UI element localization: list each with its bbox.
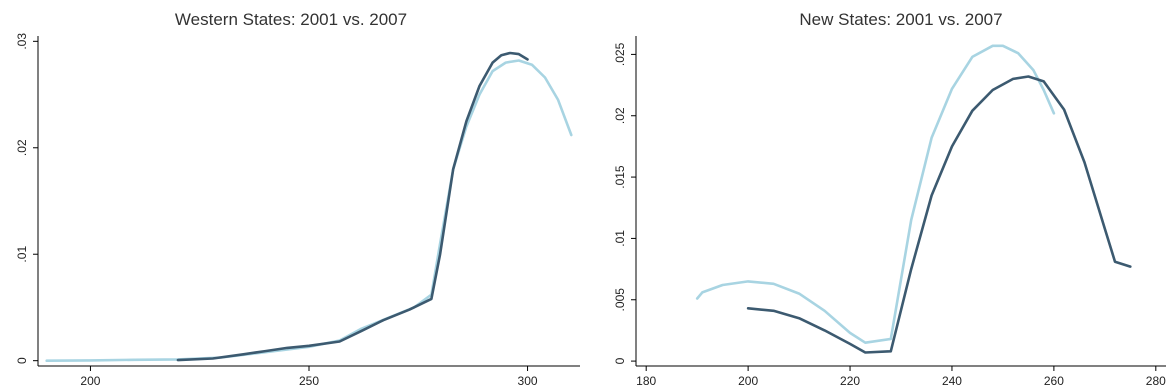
y-tick-label: 0 (613, 357, 627, 364)
x-tick-label: 300 (518, 374, 538, 388)
x-tick-label: 200 (738, 374, 758, 388)
x-tick-label: 220 (840, 374, 860, 388)
y-tick-label: 0 (15, 357, 29, 364)
x-tick-label: 260 (1044, 374, 1064, 388)
series-line-1 (695, 44, 1056, 345)
y-tick-label: .02 (15, 139, 29, 156)
series-line-2 (746, 75, 1132, 354)
x-tick-label: 250 (299, 374, 319, 388)
y-tick-label: .005 (613, 288, 627, 312)
y-tick-label: .01 (613, 230, 627, 247)
series-line-2 (176, 51, 529, 362)
chart-panel-new: New States: 2001 vs. 2007 180 200 220 240 26… (586, 0, 1173, 392)
x-tick-label: 240 (942, 374, 962, 388)
x-tick-label: 200 (80, 374, 100, 388)
y-tick-label: .03 (15, 33, 29, 50)
series-line-1 (45, 59, 573, 363)
y-tick-label: .025 (613, 42, 627, 66)
chart-title: New States: 2001 vs. 2007 (799, 10, 1002, 29)
x-tick-label: 180 (636, 374, 656, 388)
y-tick-label: .02 (613, 107, 627, 124)
chart-western-states: Western States: 2001 vs. 2007 200 250 300 0… (15, 10, 580, 388)
chart-new-states: New States: 2001 vs. 2007 180 200 220 240 26… (613, 10, 1166, 388)
chart-title: Western States: 2001 vs. 2007 (175, 10, 407, 29)
chart-panel-western: Western States: 2001 vs. 2007 200 250 300 0… (0, 0, 585, 392)
y-tick-label: .01 (15, 246, 29, 263)
x-tick-label: 280 (1146, 374, 1166, 388)
y-tick-label: .015 (613, 165, 627, 189)
